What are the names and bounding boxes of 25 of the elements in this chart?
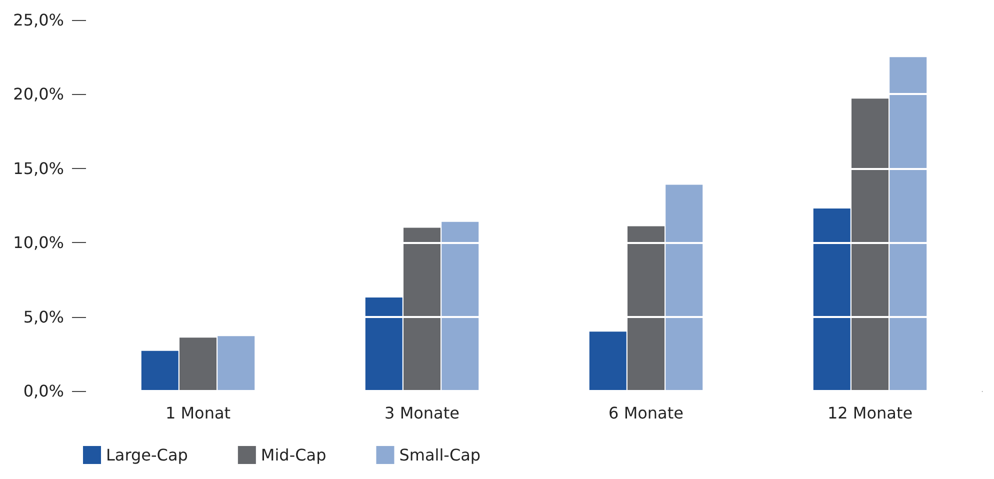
bar	[404, 228, 440, 391]
y-tick-label: 0,0%	[23, 382, 64, 400]
x-tick-label: 12 Monate	[827, 404, 913, 422]
bar	[852, 98, 888, 391]
bar	[365, 298, 402, 391]
legend-label: Mid-Cap	[260, 446, 326, 464]
y-tick-label: 20,0%	[13, 84, 64, 104]
y-tick-label: 5,0%	[23, 307, 64, 326]
bar	[813, 208, 850, 391]
bar	[589, 332, 626, 391]
x-tick-label: 3 Monate	[384, 404, 460, 422]
y-tick-label: 25,0%	[13, 10, 64, 30]
legend-label: Large-Cap	[106, 446, 188, 464]
bar	[218, 336, 255, 391]
legend-label: Small-Cap	[399, 446, 481, 464]
bar	[180, 338, 216, 391]
bar	[666, 184, 703, 391]
bar	[141, 350, 178, 391]
bar	[890, 57, 927, 391]
x-tick-label: 6 Monate	[608, 404, 684, 422]
y-tick-label: 10,0%	[13, 233, 64, 252]
y-tick-label: 15,0%	[13, 158, 64, 178]
bar	[442, 222, 479, 391]
x-tick-label: 1 Monat	[165, 404, 231, 422]
bar	[628, 226, 664, 391]
